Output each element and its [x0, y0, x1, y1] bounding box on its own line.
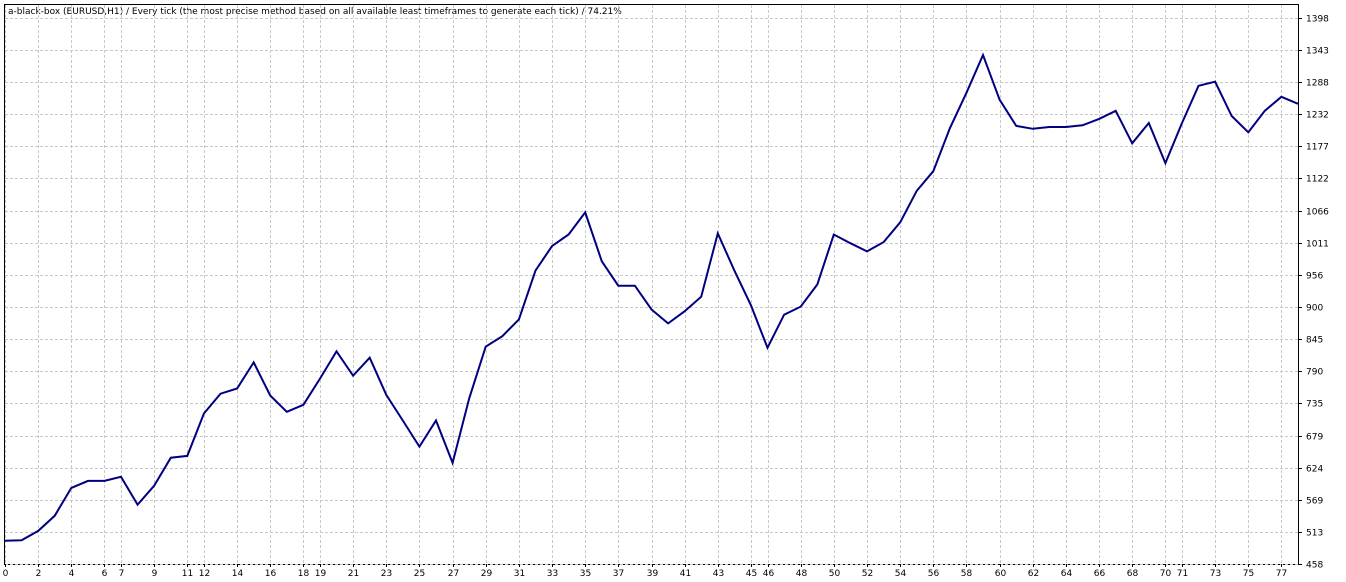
- x-tick-label: 33: [547, 569, 558, 579]
- y-tick-label: 679: [1306, 433, 1323, 443]
- plot-frame: [4, 4, 1299, 565]
- y-tick-label: 845: [1306, 336, 1323, 346]
- y-tick-label: 1398: [1306, 15, 1329, 25]
- x-tick-label: 52: [862, 569, 873, 579]
- x-tick-label: 75: [1243, 569, 1254, 579]
- x-tick-label: 68: [1127, 569, 1139, 579]
- x-tick-label: 31: [514, 569, 525, 579]
- x-tick-label: 43: [713, 569, 724, 579]
- y-tick-label: 1343: [1306, 47, 1329, 57]
- y-tick-label: 790: [1306, 368, 1323, 378]
- x-tick-label: 60: [995, 569, 1007, 579]
- x-tick-label: 64: [1061, 569, 1073, 579]
- y-tick-label: 1177: [1306, 143, 1329, 153]
- x-tick-label: 46: [763, 569, 775, 579]
- x-tick-label: 11: [182, 569, 193, 579]
- y-tick-label: 1122: [1306, 175, 1329, 185]
- x-tick-label: 62: [1028, 569, 1039, 579]
- x-tick-label: 37: [613, 569, 624, 579]
- y-tick-label: 735: [1306, 400, 1323, 410]
- y-tick-label: 513: [1306, 529, 1323, 539]
- x-tick-label: 4: [69, 569, 75, 579]
- x-tick-label: 41: [680, 569, 691, 579]
- x-tick-label: 29: [481, 569, 493, 579]
- x-tick-label: 27: [448, 569, 459, 579]
- x-tick-label: 16: [265, 569, 277, 579]
- x-tick-label: 45: [746, 569, 757, 579]
- x-tick-label: 56: [928, 569, 940, 579]
- x-tick-label: 7: [119, 569, 125, 579]
- x-tick-label: 18: [298, 569, 310, 579]
- x-tick-label: 12: [199, 569, 210, 579]
- x-tick-label: 71: [1177, 569, 1188, 579]
- y-tick-label: 569: [1306, 497, 1323, 507]
- x-tick-label: 58: [961, 569, 973, 579]
- x-tick-label: 0: [3, 569, 9, 579]
- x-tick-label: 50: [829, 569, 841, 579]
- x-tick-label: 9: [152, 569, 158, 579]
- x-tick-label: 66: [1094, 569, 1106, 579]
- y-tick-label: 1066: [1306, 208, 1329, 218]
- x-tick-label: 6: [102, 569, 108, 579]
- x-tick-label: 2: [36, 569, 42, 579]
- x-tick-label: 39: [647, 569, 659, 579]
- x-tick-label: 35: [580, 569, 591, 579]
- x-tick-label: 25: [414, 569, 425, 579]
- x-tick-label: 70: [1160, 569, 1172, 579]
- x-tick-label: 23: [381, 569, 392, 579]
- x-tick-label: 48: [796, 569, 808, 579]
- y-tick-label: 1288: [1306, 79, 1329, 89]
- y-tick-label: 900: [1306, 304, 1323, 314]
- x-tick-label: 19: [315, 569, 327, 579]
- y-tick-label: 956: [1306, 272, 1323, 282]
- x-tick-label: 73: [1210, 569, 1221, 579]
- x-tick-label: 54: [895, 569, 907, 579]
- y-tick-label: 458: [1306, 561, 1323, 571]
- x-tick-label: 77: [1276, 569, 1287, 579]
- chart-title: a-black-box (EURUSD,H1) / Every tick (th…: [8, 7, 622, 17]
- y-tick-label: 1232: [1306, 111, 1329, 121]
- y-tick-label: 624: [1306, 465, 1323, 475]
- x-tick-label: 21: [348, 569, 359, 579]
- y-tick-label: 1011: [1306, 240, 1329, 250]
- x-tick-label: 14: [232, 569, 244, 579]
- equity-line: [4, 52, 1299, 542]
